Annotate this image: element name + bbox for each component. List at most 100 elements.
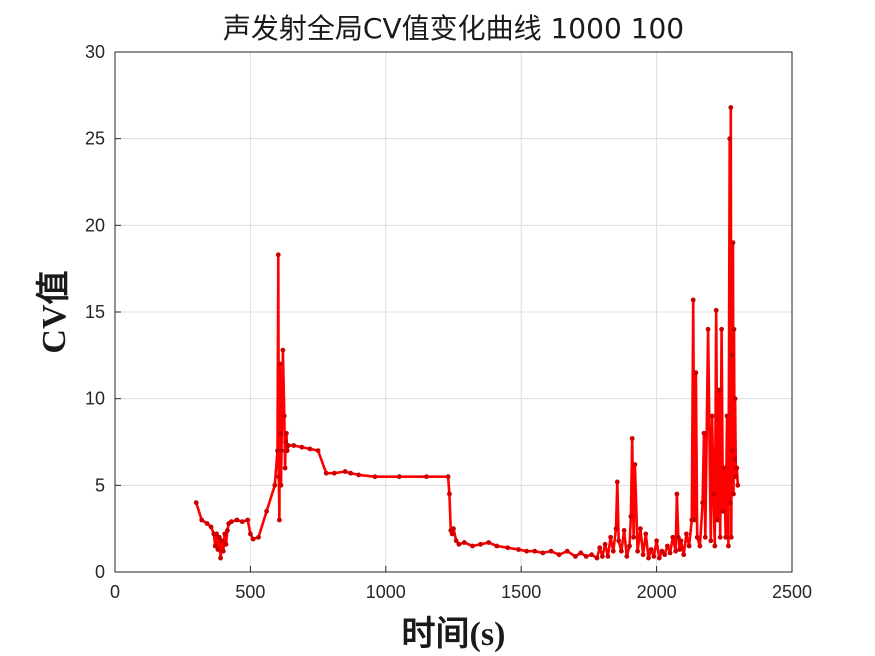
data-point (216, 534, 222, 540)
data-point (278, 430, 283, 436)
data-point (711, 491, 716, 497)
data-point (245, 517, 251, 523)
data-point (728, 534, 734, 540)
data-point (218, 555, 224, 561)
y-axis-label: CV值 (35, 270, 73, 353)
data-point (573, 554, 578, 559)
data-point (594, 555, 600, 561)
data-point (614, 479, 620, 485)
data-point (662, 552, 668, 558)
data-point (602, 541, 608, 547)
data-point (670, 534, 676, 540)
data-point (461, 540, 467, 545)
data-point (613, 526, 619, 532)
data-point (675, 534, 681, 540)
data-point (640, 552, 646, 558)
data-point (424, 474, 429, 480)
data-point (277, 361, 283, 367)
data-point (219, 538, 225, 544)
data-point (478, 541, 483, 547)
data-point (215, 547, 221, 552)
data-point (677, 547, 682, 552)
data-point (673, 548, 678, 554)
data-point (331, 470, 337, 476)
data-point (624, 554, 630, 559)
data-point (723, 534, 729, 540)
data-point (632, 462, 638, 467)
data-point (248, 531, 253, 537)
data-point (494, 543, 500, 549)
data-point (648, 547, 654, 552)
x-axis-label: 时间(s) (402, 615, 506, 653)
data-point (733, 474, 739, 480)
data-point (728, 105, 734, 110)
data-point (272, 482, 278, 488)
data-point (307, 446, 313, 452)
data-point (715, 517, 720, 523)
data-point (667, 550, 673, 556)
data-point (447, 491, 452, 497)
data-point (708, 538, 714, 544)
data-point (264, 508, 269, 514)
data-point (299, 444, 305, 450)
data-point (578, 550, 584, 556)
y-tick-label: 30 (85, 42, 105, 62)
data-point (277, 517, 282, 523)
data-point (451, 526, 456, 532)
data-point (516, 547, 521, 552)
data-point (732, 396, 738, 402)
data-point (597, 545, 603, 551)
data-point (651, 554, 657, 559)
data-point (713, 307, 719, 313)
y-tick-label: 20 (85, 215, 105, 235)
data-point (605, 554, 611, 559)
data-point (276, 474, 282, 480)
data-point (556, 552, 562, 558)
data-point (396, 474, 402, 480)
data-point (208, 524, 214, 530)
data-point (315, 448, 321, 454)
data-point (719, 326, 724, 332)
data-point (608, 534, 613, 540)
data-point (532, 548, 538, 554)
data-point (693, 370, 699, 376)
data-point (199, 517, 205, 523)
x-tick-label: 2000 (637, 582, 677, 602)
data-point (281, 413, 287, 419)
data-point (356, 472, 362, 478)
data-point (285, 443, 291, 448)
data-point (223, 541, 229, 547)
data-point (524, 548, 529, 554)
data-point (627, 543, 632, 549)
data-point (731, 491, 736, 497)
x-tick-label: 2500 (772, 582, 812, 602)
data-point (505, 545, 511, 551)
data-point (732, 456, 737, 462)
data-point (735, 482, 741, 488)
data-point (727, 500, 733, 506)
data-point (342, 469, 348, 474)
data-point (628, 514, 634, 519)
data-point (486, 540, 492, 545)
data-point (453, 538, 459, 544)
data-point (564, 548, 570, 554)
x-tick-label: 1500 (501, 582, 541, 602)
data-point (678, 538, 684, 544)
series-line (194, 106, 740, 560)
data-point (726, 543, 731, 549)
data-point (700, 500, 705, 506)
y-tick-label: 5 (95, 475, 105, 495)
data-point (643, 531, 649, 537)
data-point (721, 465, 727, 471)
data-point (445, 474, 451, 480)
data-point (583, 554, 589, 559)
data-point (730, 240, 736, 246)
data-point (204, 521, 210, 526)
data-point (659, 548, 665, 554)
x-tick-label: 1000 (366, 582, 406, 602)
data-point (727, 136, 733, 142)
data-point (692, 517, 697, 523)
data-point (540, 550, 546, 556)
data-point (610, 548, 616, 554)
data-point (731, 326, 737, 332)
